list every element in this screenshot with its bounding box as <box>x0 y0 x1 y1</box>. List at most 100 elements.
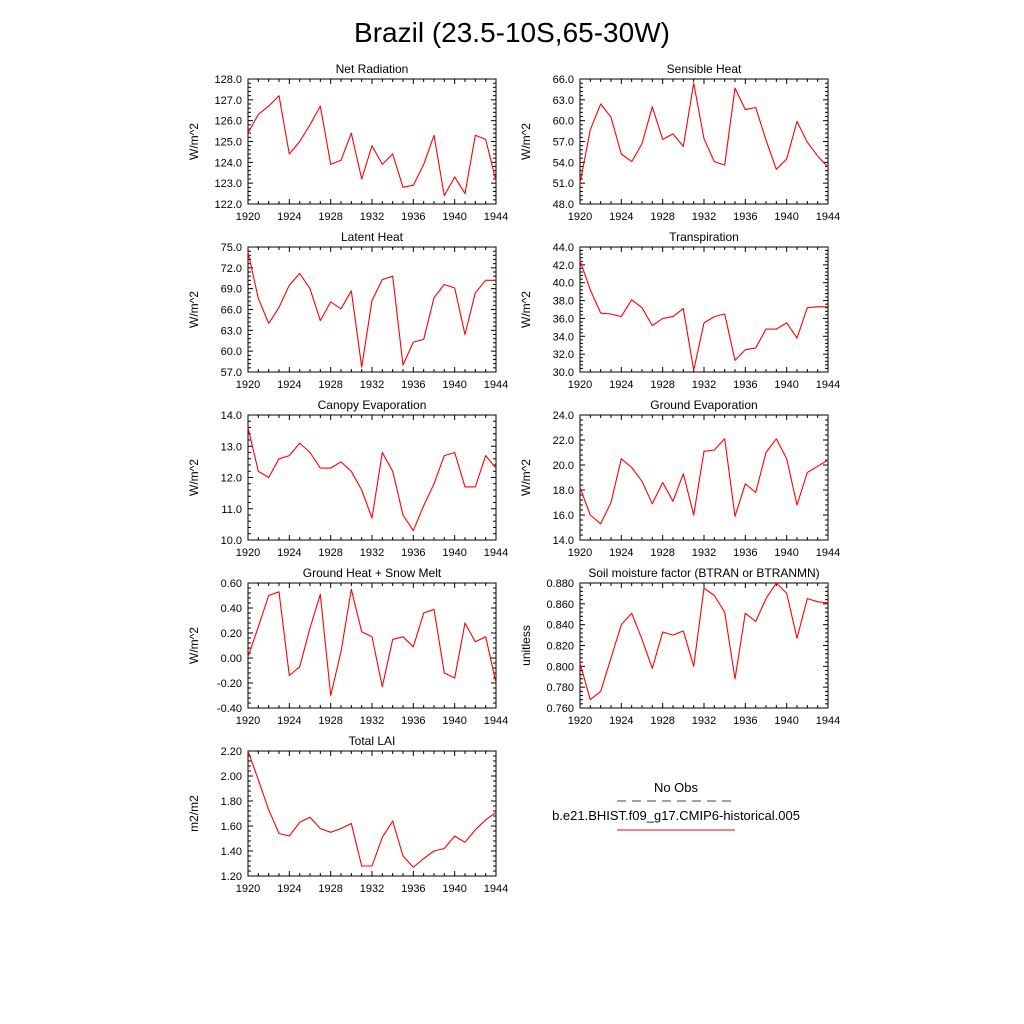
legend-obs-label: No Obs <box>654 780 699 795</box>
y-tick-label: 18.0 <box>553 485 574 497</box>
x-tick-label: 1940 <box>442 883 466 895</box>
y-tick-label: 51.0 <box>553 178 574 190</box>
x-tick-label: 1944 <box>816 211 840 223</box>
x-tick-label: 1940 <box>442 211 466 223</box>
panel-4: Transpiration W/m^2 30.0 32.0 34.0 36.0 38.0 40… <box>519 230 840 391</box>
x-tick-label: 1932 <box>360 547 384 559</box>
y-tick-label: 0.40 <box>221 603 242 615</box>
x-tick-label: 1940 <box>442 715 466 727</box>
y-tick-label: 14.0 <box>553 535 574 547</box>
y-tick-label: 1.80 <box>221 796 242 808</box>
x-tick-label: 1944 <box>816 547 840 559</box>
x-tick-label: 1924 <box>609 547 633 559</box>
x-tick-label: 1944 <box>816 715 840 727</box>
y-tick-label: 0.60 <box>221 578 242 590</box>
x-tick-label: 1936 <box>401 547 425 559</box>
x-tick-label: 1940 <box>774 715 798 727</box>
panel-title: Ground Evaporation <box>650 398 757 412</box>
y-tick-label: 0.00 <box>221 653 242 665</box>
x-tick-label: 1928 <box>318 715 342 727</box>
series-line <box>579 82 829 184</box>
y-axis-label: W/m^2 <box>187 123 201 160</box>
y-tick-label: 13.0 <box>221 441 242 453</box>
y-axis-label: unitless <box>519 625 533 666</box>
series-line <box>247 251 496 368</box>
panel-9: Total LAI m2/m2 1.20 1.40 1.60 1.80 2.00 2.20 19… <box>187 734 508 895</box>
x-tick-label: 1936 <box>733 379 757 391</box>
y-tick-label: 0.800 <box>546 661 574 673</box>
x-tick-label: 1920 <box>236 715 260 727</box>
y-tick-label: 60.0 <box>553 116 574 128</box>
x-tick-label: 1940 <box>442 379 466 391</box>
y-axis-label: W/m^2 <box>519 291 533 328</box>
y-tick-label: 38.0 <box>553 296 574 308</box>
plot-frame <box>247 246 497 373</box>
y-tick-label: 24.0 <box>553 410 574 422</box>
y-tick-label: 32.0 <box>553 349 574 361</box>
panel-title: Soil moisture factor (BTRAN or BTRANMN) <box>588 566 819 580</box>
x-tick-label: 1928 <box>650 211 674 223</box>
y-tick-label: 122.0 <box>214 199 242 211</box>
y-axis-label: W/m^2 <box>187 291 201 328</box>
x-tick-label: 1932 <box>692 211 716 223</box>
y-tick-label: 0.20 <box>221 628 242 640</box>
x-tick-label: 1932 <box>360 211 384 223</box>
x-tick-label: 1928 <box>650 379 674 391</box>
panel-6: Ground Evaporation W/m^2 14.0 16.0 18.0 20.0 2… <box>519 398 840 559</box>
x-tick-label: 1932 <box>360 883 384 895</box>
x-tick-label: 1936 <box>401 715 425 727</box>
series-line <box>247 95 497 197</box>
y-tick-label: 57.0 <box>553 137 574 149</box>
y-tick-label: 0.860 <box>546 599 574 611</box>
y-tick-label: 22.0 <box>553 435 574 447</box>
y-tick-label: 63.0 <box>221 325 242 337</box>
x-tick-label: 1928 <box>650 547 674 559</box>
y-tick-label: 75.0 <box>221 242 242 254</box>
x-tick-label: 1920 <box>236 379 260 391</box>
x-tick-label: 1936 <box>733 547 757 559</box>
x-tick-label: 1936 <box>401 379 425 391</box>
x-tick-label: 1944 <box>484 547 508 559</box>
plot-frame <box>247 78 497 205</box>
y-tick-label: 63.0 <box>553 95 574 107</box>
y-tick-label: 30.0 <box>553 367 574 379</box>
x-tick-label: 1936 <box>733 211 757 223</box>
panel-title: Ground Heat + Snow Melt <box>303 566 442 580</box>
y-axis-label: m2/m2 <box>187 795 201 832</box>
y-tick-label: -0.40 <box>217 703 242 715</box>
series-line <box>247 750 497 868</box>
series-line <box>579 582 829 701</box>
panel-title: Latent Heat <box>341 230 404 244</box>
x-tick-label: 1920 <box>236 211 260 223</box>
x-tick-label: 1924 <box>609 379 633 391</box>
series-line <box>247 427 497 532</box>
plot-frame <box>579 78 829 205</box>
x-tick-label: 1940 <box>774 379 798 391</box>
x-tick-label: 1924 <box>609 715 633 727</box>
y-tick-label: 20.0 <box>553 460 574 472</box>
x-tick-label: 1932 <box>360 715 384 727</box>
x-tick-label: 1944 <box>816 379 840 391</box>
y-tick-label: 0.840 <box>546 620 574 632</box>
y-tick-label: 1.60 <box>221 821 242 833</box>
x-tick-label: 1932 <box>692 547 716 559</box>
x-tick-label: 1944 <box>484 715 508 727</box>
x-tick-label: 1928 <box>318 883 342 895</box>
x-tick-label: 1940 <box>774 547 798 559</box>
x-tick-label: 1928 <box>318 547 342 559</box>
x-tick-label: 1936 <box>401 211 425 223</box>
x-tick-label: 1924 <box>277 883 301 895</box>
x-tick-label: 1940 <box>442 547 466 559</box>
x-tick-label: 1936 <box>733 715 757 727</box>
panel-2: Sensible Heat W/m^2 48.0 51.0 54.0 57.0 60.0 63… <box>519 62 840 223</box>
x-tick-label: 1924 <box>277 715 301 727</box>
y-tick-label: 12.0 <box>221 473 242 485</box>
panel-title: Transpiration <box>669 230 739 244</box>
plot-frame <box>579 246 829 373</box>
y-tick-label: 48.0 <box>553 199 574 211</box>
x-tick-label: 1928 <box>318 379 342 391</box>
y-tick-label: 0.780 <box>546 682 574 694</box>
y-tick-label: 2.20 <box>221 746 242 758</box>
x-tick-label: 1928 <box>650 715 674 727</box>
